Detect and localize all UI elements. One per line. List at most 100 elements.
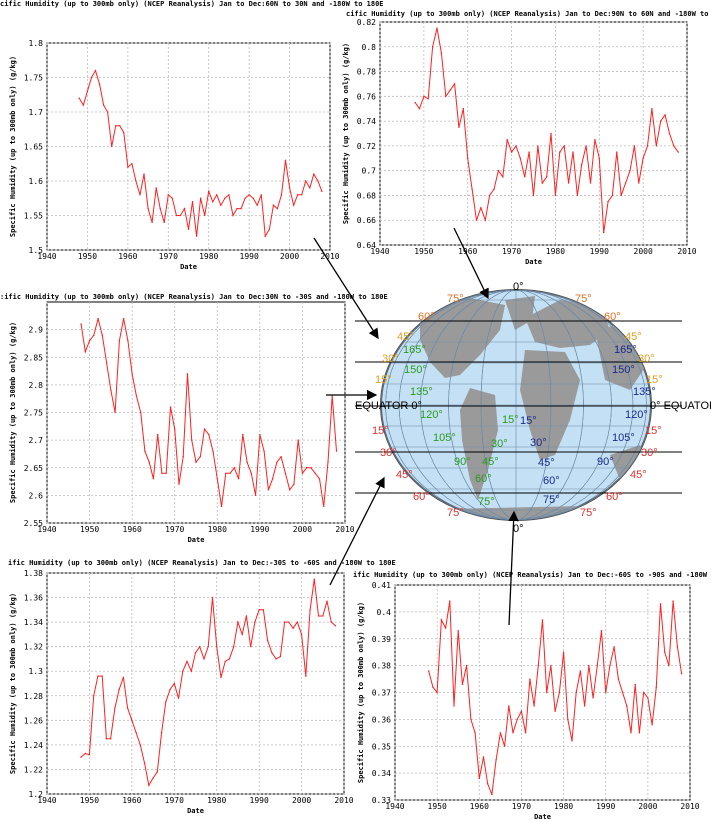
data-point	[105, 362, 108, 364]
x-tick-label: 2000	[634, 247, 653, 256]
data-point	[131, 373, 133, 375]
data-point	[453, 705, 455, 707]
line-chart: 1940 1950 1960 1970 1980 1990 2000 2010 0.64 0.66…	[342, 18, 697, 266]
y-tick-label: 1.7	[29, 108, 44, 117]
data-point	[78, 97, 81, 99]
data-point	[254, 621, 256, 623]
meridian-line	[480, 290, 552, 520]
data-point	[232, 214, 234, 217]
data-point	[581, 163, 583, 166]
x-tick-label: 1990	[596, 802, 615, 811]
data-point	[236, 207, 238, 210]
x-tick-label: 1940	[37, 525, 56, 534]
latitude-label-left: 45°	[397, 331, 414, 343]
data-point	[502, 176, 504, 178]
data-point	[131, 163, 133, 165]
data-point	[110, 145, 113, 148]
data-point	[676, 646, 679, 648]
x-tick-label: 2000	[280, 252, 299, 261]
data-point	[267, 489, 270, 491]
data-points	[78, 69, 323, 237]
y-tick-label: 1.32	[24, 643, 43, 652]
y-tick-label: 0.8	[362, 43, 377, 52]
data-point	[177, 697, 180, 699]
data-point	[288, 187, 291, 189]
data-point	[470, 718, 472, 721]
data-point	[271, 478, 274, 480]
data-point	[119, 125, 121, 127]
data-point	[423, 95, 425, 98]
data-point	[330, 621, 332, 623]
data-point	[571, 740, 573, 742]
data-point	[301, 472, 304, 474]
latitude-label-right: 75°	[580, 507, 597, 519]
data-point	[258, 609, 260, 611]
data-point	[195, 461, 197, 463]
chart-panel-90n-60n: cific Humidity (up to 300mb only) (NCEP …	[340, 0, 711, 270]
data-point	[173, 682, 175, 685]
data-point	[611, 194, 614, 197]
data-point	[207, 645, 209, 648]
data-point	[143, 173, 145, 175]
data-point	[199, 197, 202, 199]
y-tick-label: 1.55	[24, 212, 43, 221]
data-point	[647, 697, 649, 699]
blue-longitude-label: 15°	[520, 415, 537, 427]
data-point	[156, 771, 159, 773]
x-tick-label: 2010	[320, 252, 339, 261]
data-point	[249, 645, 252, 648]
data-point	[161, 472, 163, 474]
blue-longitude-label: 60°	[543, 475, 560, 487]
data-point	[515, 145, 517, 147]
data-point	[102, 104, 105, 106]
y-axis-label: Specific Humidity (up to 300mb only) (g/…	[357, 602, 365, 783]
data-point	[334, 625, 337, 627]
data-point	[533, 705, 535, 707]
data-point	[491, 793, 493, 796]
data-point	[292, 204, 295, 206]
x-tick-label: 1950	[80, 796, 99, 805]
data-point	[139, 194, 141, 196]
data-point	[673, 145, 675, 147]
data-point	[109, 738, 112, 740]
latitude-label-right: 45°	[625, 331, 642, 343]
data-point	[638, 732, 641, 734]
data-point	[414, 101, 416, 104]
data-point	[186, 373, 189, 375]
data-point	[524, 176, 526, 178]
arrow-60n-30n	[313, 237, 379, 340]
data-point	[163, 221, 165, 224]
data-point	[260, 194, 262, 196]
green-longitude-label: 165°	[403, 344, 426, 356]
europe-shape	[525, 300, 610, 348]
data-point	[147, 207, 149, 210]
x-tick-label: 1960	[118, 252, 137, 261]
data-point	[318, 478, 321, 480]
data-point	[144, 450, 146, 452]
data-point	[563, 145, 565, 147]
data-point	[187, 228, 190, 230]
y-tick-label: 0.4	[377, 608, 392, 617]
x-axis-label: Date	[534, 813, 551, 821]
data-point	[449, 600, 451, 602]
y-tick-label: 0.36	[372, 715, 391, 724]
y-axis-label: Specific Humidity (up to 300mb only) (g/…	[9, 322, 17, 503]
data-point	[84, 752, 86, 755]
data-point	[171, 197, 174, 199]
data-point	[263, 450, 265, 452]
green-longitude-label: 135°	[410, 386, 433, 398]
y-tick-label: 0.76	[357, 92, 376, 101]
meridian-line	[448, 290, 584, 520]
data-point	[275, 658, 277, 660]
data-point	[135, 731, 137, 734]
data-point	[212, 201, 214, 203]
data-point	[262, 609, 265, 611]
data-point	[624, 182, 627, 184]
data-point	[309, 609, 311, 611]
data-point	[212, 450, 214, 452]
data-point	[572, 151, 574, 153]
data-point	[114, 707, 116, 709]
x-tick-label: 1990	[590, 247, 609, 256]
latitude-label-left: EQUATOR 0°	[355, 400, 422, 412]
data-point	[322, 615, 324, 617]
